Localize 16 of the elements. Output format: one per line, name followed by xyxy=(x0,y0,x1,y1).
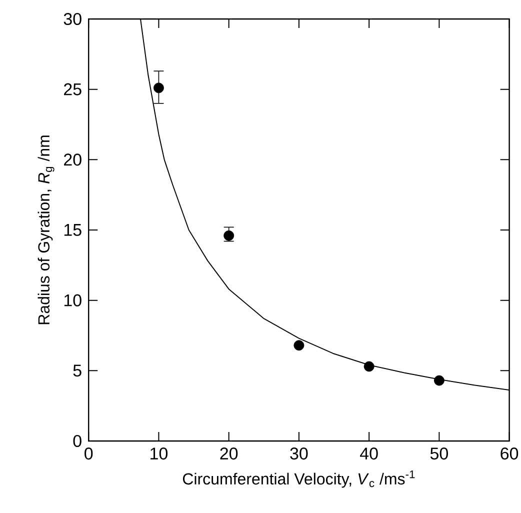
y-tick-label: 25 xyxy=(64,83,82,96)
y-tick-label: 10 xyxy=(64,294,82,306)
y-axis-title: Radius of Gyration, R$_{g}$ /nm xyxy=(38,136,54,324)
x-tick-label: 20 xyxy=(220,448,238,460)
x-tick-label: 0 xyxy=(84,448,93,460)
y-tick-label: 20 xyxy=(64,154,82,166)
x-tick-label: 50 xyxy=(430,448,448,460)
y-tick-label: 5 xyxy=(73,364,82,377)
x-tick-label: 30 xyxy=(290,448,308,460)
y-tick-label: 15 xyxy=(64,224,82,236)
y-tick-label: 30 xyxy=(64,12,82,26)
x-tick-label: 10 xyxy=(150,448,168,460)
x-tick-label: 60 xyxy=(500,448,518,460)
x-tick-label: 40 xyxy=(360,448,378,460)
x-axis-title: Circumferential Velocity, V$_{c}$ /ms$^{-1}$ xyxy=(182,470,415,488)
y-tick-label: 0 xyxy=(73,434,82,448)
